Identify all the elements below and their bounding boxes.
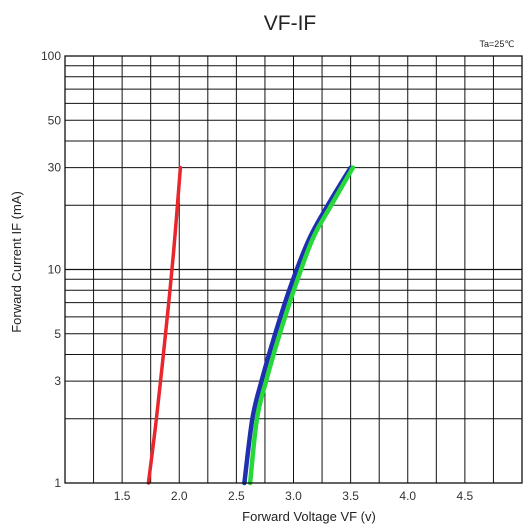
x-axis-label: Forward Voltage VF (v) <box>242 509 376 524</box>
x-tick-label: 3.5 <box>342 489 359 503</box>
series-line-1 <box>146 165 183 485</box>
plot-frame <box>64 55 523 484</box>
y-tick-label: 100 <box>41 49 61 63</box>
data-series <box>146 165 356 486</box>
grid-lines <box>65 56 522 483</box>
x-tick-label: 3.0 <box>285 489 302 503</box>
y-tick-label: 1 <box>54 476 61 490</box>
series-line-2 <box>242 165 353 486</box>
x-tick-labels: 1.5 2.0 2.5 3.0 3.5 4.0 4.5 <box>114 489 474 503</box>
y-tick-label: 3 <box>54 374 61 388</box>
chart-title: VF-IF <box>264 12 317 35</box>
y-tick-label: 10 <box>48 263 62 277</box>
y-tick-label: 50 <box>48 113 62 127</box>
x-tick-label: 4.0 <box>399 489 416 503</box>
x-tick-label: 2.5 <box>228 489 245 503</box>
y-axis-label: Forward Current IF (mA) <box>9 191 24 333</box>
y-tick-label: 30 <box>48 161 62 175</box>
x-tick-label: 4.5 <box>457 489 474 503</box>
ambient-temperature-note: Ta=25℃ <box>480 39 515 49</box>
x-tick-label: 2.0 <box>171 489 188 503</box>
y-tick-labels: 1 3 5 10 30 50 100 <box>41 49 61 490</box>
y-tick-label: 5 <box>54 327 61 341</box>
x-tick-label: 1.5 <box>114 489 131 503</box>
series-line-3 <box>247 165 356 486</box>
